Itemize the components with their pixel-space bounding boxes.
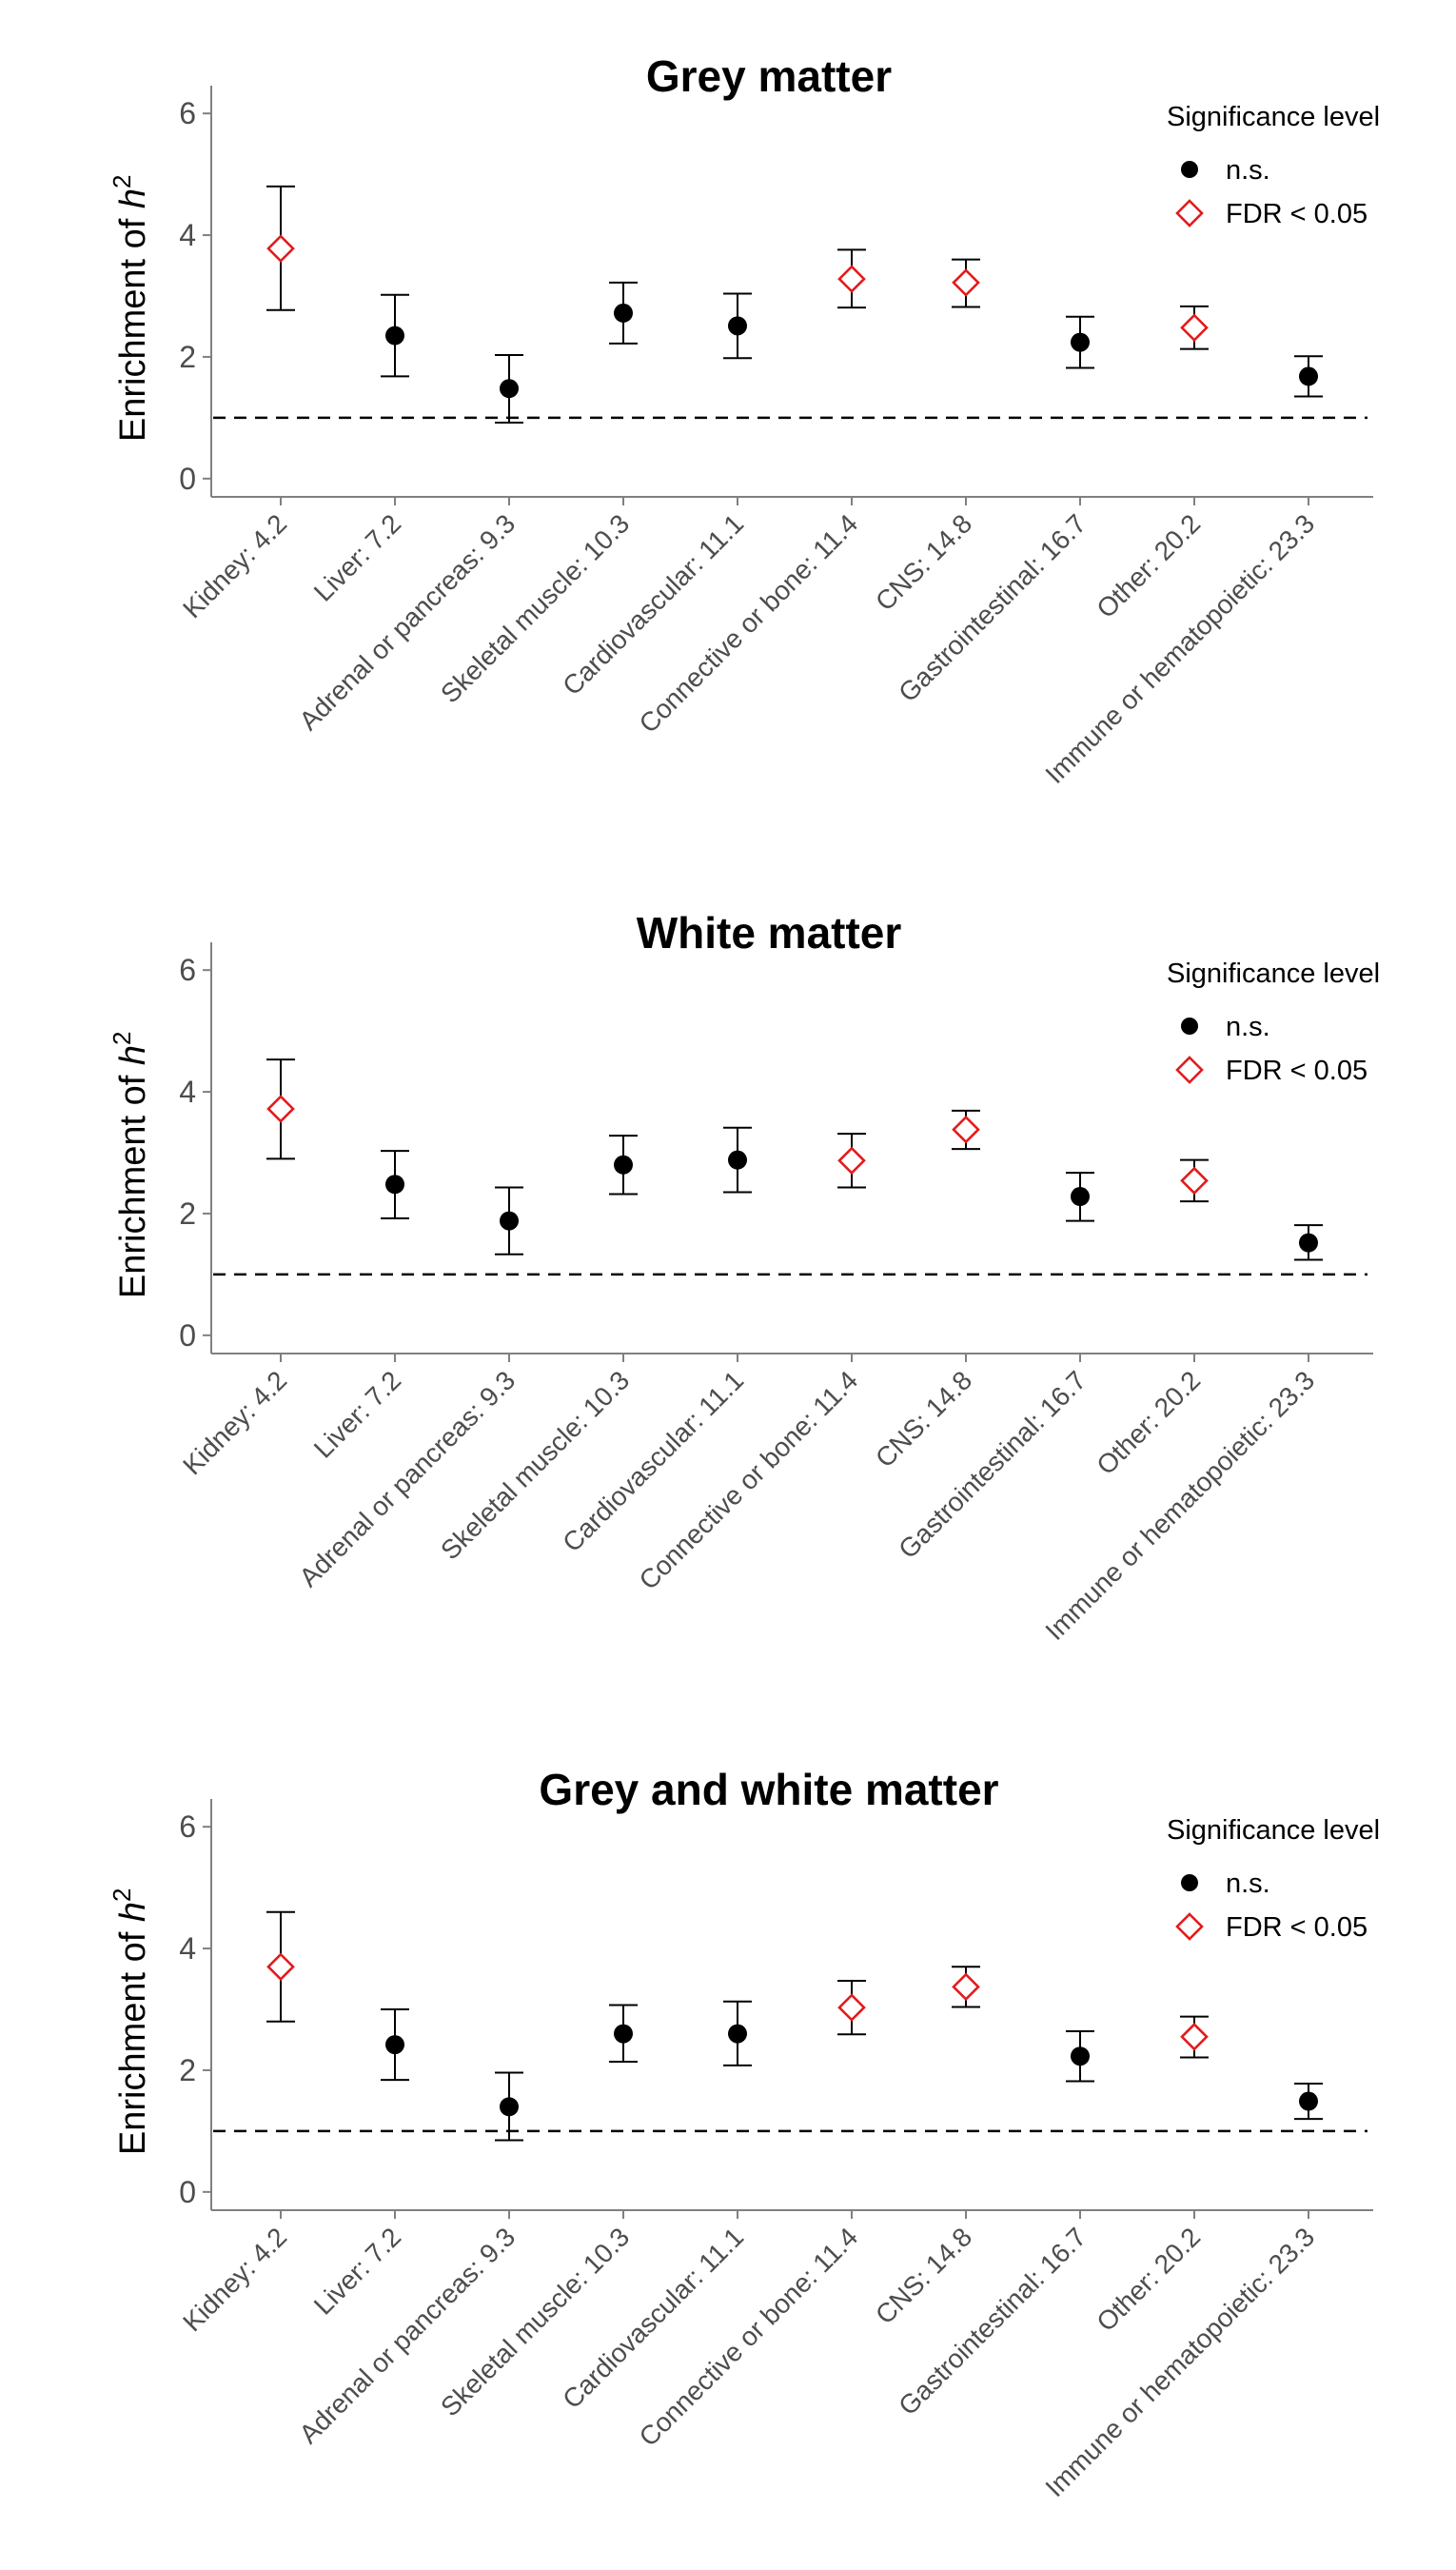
point-fdr	[837, 265, 866, 293]
x-tick-label: Connective or bone: 11.4	[634, 508, 864, 739]
x-tick-label: Adrenal or pancreas: 9.3	[293, 508, 521, 736]
x-tick-label: Connective or bone: 11.4	[634, 2222, 864, 2452]
y-tick-label: 0	[179, 2175, 196, 2209]
x-tick-label: Kidney: 4.2	[177, 2222, 292, 2337]
x-tick-label: Adrenal or pancreas: 9.3	[293, 1365, 521, 1592]
y-tick-label: 4	[179, 1075, 196, 1109]
legend-label: FDR < 0.05	[1226, 1056, 1367, 1086]
point-ns	[614, 2024, 633, 2044]
point-fdr	[952, 1972, 980, 2002]
x-tick-label: Skeletal muscle: 10.3	[435, 2222, 635, 2422]
point-fdr	[1180, 2022, 1209, 2051]
x-tick-label: Skeletal muscle: 10.3	[435, 1365, 635, 1565]
y-tick-label: 4	[179, 218, 196, 252]
y-tick-label: 2	[179, 340, 196, 374]
point-ns	[500, 1211, 519, 1231]
y-tick-label: 0	[179, 462, 196, 496]
point-ns	[385, 326, 404, 346]
y-tick-label: 6	[179, 96, 196, 130]
y-axis-label: Enrichment of h2	[108, 1888, 153, 2155]
legend-label: n.s.	[1226, 155, 1270, 186]
legend-ns-icon	[1181, 1018, 1198, 1035]
legend-fdr-icon	[1175, 1056, 1204, 1084]
legend-label: n.s.	[1226, 1868, 1270, 1899]
panel-title: Grey matter	[646, 51, 892, 101]
point-fdr	[837, 1993, 866, 2022]
x-tick-label: CNS: 14.8	[870, 1365, 977, 1473]
point-ns	[500, 2097, 519, 2117]
y-tick-label: 4	[179, 1931, 196, 1966]
point-ns	[728, 316, 747, 336]
x-tick-label: Liver: 7.2	[308, 2222, 406, 2320]
x-tick-label: Other: 20.2	[1091, 508, 1206, 623]
legend-fdr-icon	[1175, 199, 1204, 227]
legend-title: Significance level	[1167, 1815, 1380, 1846]
y-axis-label: Enrichment of h2	[108, 174, 153, 442]
legend-label: n.s.	[1226, 1012, 1270, 1042]
point-ns	[728, 2024, 747, 2044]
legend-ns-icon	[1181, 161, 1198, 178]
legend-fdr-icon	[1175, 1912, 1204, 1941]
point-fdr	[837, 1146, 866, 1176]
x-tick-label: Liver: 7.2	[308, 508, 406, 606]
x-tick-label: Connective or bone: 11.4	[634, 1365, 864, 1595]
point-ns	[614, 1155, 633, 1175]
point-ns	[385, 1175, 404, 1195]
x-tick-label: CNS: 14.8	[870, 2222, 977, 2329]
point-ns	[500, 379, 519, 399]
legend-label: FDR < 0.05	[1226, 199, 1367, 229]
point-fdr	[266, 1952, 295, 1982]
x-tick-label: Liver: 7.2	[308, 1365, 406, 1463]
panel-title: White matter	[637, 908, 902, 958]
x-tick-label: Gastrointestinal: 16.7	[893, 1365, 1092, 1564]
panel-1: Grey matter 0 2 4 6 Enrichment of h2 Kidney: 4…	[108, 51, 1380, 789]
x-tick-label: Gastrointestinal: 16.7	[893, 508, 1092, 707]
legend: Significance level n.s. FDR < 0.05	[1167, 102, 1380, 229]
x-tick-label: Kidney: 4.2	[177, 1365, 292, 1480]
x-tick-label: Other: 20.2	[1091, 1365, 1206, 1480]
x-tick-label: Kidney: 4.2	[177, 508, 292, 623]
x-tick-label: CNS: 14.8	[870, 508, 977, 616]
point-ns	[1299, 2091, 1318, 2111]
point-fdr	[952, 268, 980, 297]
point-fdr	[266, 1095, 295, 1123]
point-ns	[385, 2035, 404, 2055]
point-ns	[1071, 2046, 1090, 2066]
y-tick-label: 0	[179, 1318, 196, 1353]
x-tick-label: Other: 20.2	[1091, 2222, 1206, 2337]
x-tick-label: Skeletal muscle: 10.3	[435, 508, 635, 708]
point-fdr	[266, 234, 295, 263]
legend-title: Significance level	[1167, 959, 1380, 989]
y-tick-label: 2	[179, 1196, 196, 1231]
point-fdr	[1180, 1166, 1209, 1196]
point-ns	[614, 303, 633, 323]
panel-2: White matter 0 2 4 6 Enrichment of h2 Kidney: …	[108, 908, 1380, 1646]
legend-title: Significance level	[1167, 102, 1380, 132]
panel-title: Grey and white matter	[539, 1765, 998, 1814]
point-ns	[728, 1150, 747, 1170]
x-tick-label: Adrenal or pancreas: 9.3	[293, 2222, 521, 2449]
legend-label: FDR < 0.05	[1226, 1912, 1367, 1943]
y-axis-label: Enrichment of h2	[108, 1031, 153, 1298]
y-tick-label: 6	[179, 1809, 196, 1844]
point-ns	[1071, 1187, 1090, 1207]
point-fdr	[1180, 313, 1209, 343]
legend: Significance level n.s. FDR < 0.05	[1167, 959, 1380, 1086]
point-ns	[1299, 1233, 1318, 1253]
y-tick-label: 2	[179, 2053, 196, 2087]
point-fdr	[952, 1115, 980, 1144]
x-tick-label: Gastrointestinal: 16.7	[893, 2222, 1092, 2421]
panel-3: Grey and white matter 0 2 4 6 Enrichment of h…	[108, 1765, 1380, 2502]
legend: Significance level n.s. FDR < 0.05	[1167, 1815, 1380, 1943]
point-ns	[1299, 366, 1318, 386]
y-tick-label: 6	[179, 953, 196, 987]
legend-ns-icon	[1181, 1874, 1198, 1891]
point-ns	[1071, 332, 1090, 352]
